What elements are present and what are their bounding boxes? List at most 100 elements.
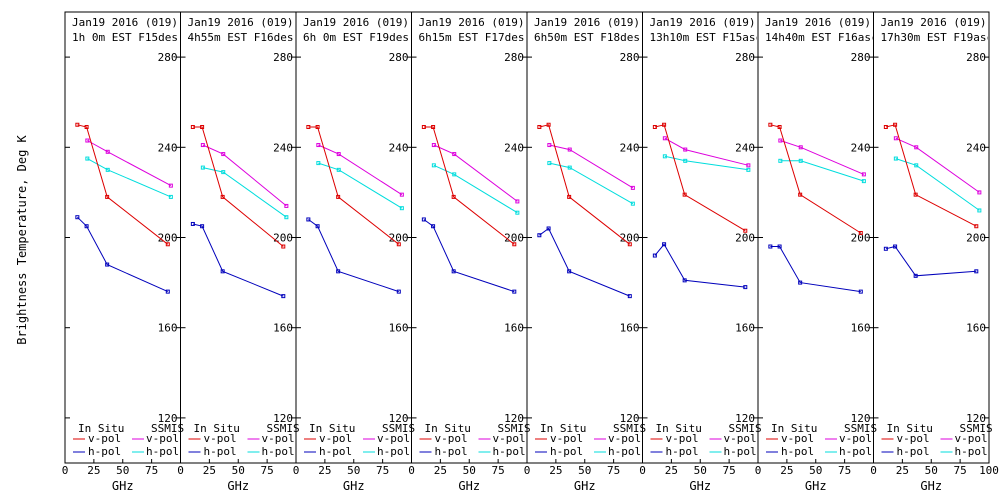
x-tick-label: 0 [62,464,69,477]
insitu-vpol-point [798,192,803,197]
y-tick-label: 160 [504,322,524,335]
y-tick-label: 200 [966,232,986,245]
insitu-vpol-point [974,224,979,229]
insitu-vpol-point [858,230,863,235]
x-axis-label: GHz [343,479,365,493]
insitu-hpol-point [84,224,89,229]
y-tick-label: 120 [504,412,524,425]
ssmis-hpol-point [336,167,341,172]
ssmis-hpol-point [200,165,205,170]
ssmis-hpol-line [87,158,172,198]
insitu-hpol-point [743,285,748,290]
insitu-hpol-point [105,262,110,267]
ssmis-vpol-line [780,140,865,175]
legend-insitu-hpol-label: h-pol [781,445,814,458]
ssmis-vpol-point [399,192,404,197]
insitu-hpol-point [200,224,205,229]
ssmis-hpol-line [895,158,980,211]
insitu-hpol-point [537,233,542,238]
insitu-hpol-point [220,269,225,274]
insitu-vpol-point [431,125,436,130]
panel-titles: Jan19 2016 (019) 6h 0m EST F19des [303,16,409,44]
y-tick-label: 280 [620,51,640,64]
x-tick-label: 0 [177,464,184,477]
insitu-hpol-line [770,246,861,293]
insitu-vpol-point [306,125,311,130]
ssmis-vpol-point [105,149,110,154]
y-tick-label: 120 [273,412,293,425]
ssmis-hpol-point [221,170,226,175]
ssmis-vpol-point [914,145,919,150]
insitu-hpol-line [192,223,284,297]
x-axis-label: GHz [458,479,480,493]
insitu-vpol-line [308,126,400,245]
ssmis-hpol-point [105,167,110,172]
x-axis-label: GHz [689,479,711,493]
insitu-vpol-point [200,125,205,130]
insitu-vpol-point [768,122,773,127]
x-tick-label: 0 [524,464,531,477]
insitu-vpol-point [75,122,80,127]
legend-insitu-hpol-label: h-pol [435,445,468,458]
x-axis-label: GHz [805,479,827,493]
x-tick-label: 50 [925,464,938,477]
panel-title-date: Jan19 2016 (019) [303,16,409,29]
x-tick-label: 50 [463,464,476,477]
x-tick-label: 75 [376,464,389,477]
insitu-hpol-point [913,273,918,278]
legend-ssmis-title: SSMIS [844,422,877,435]
y-tick-label: 240 [273,141,293,154]
x-tick-label: 75 [145,464,158,477]
legend-insitu-title: In Situ [656,422,702,435]
panel-titles: Jan19 2016 (019) 14h40m EST F16asc [765,16,873,44]
legend-insitu-hpol-label: h-pol [666,445,699,458]
ssmis-hpol-point [977,208,982,213]
y-tick-label: 120 [851,412,871,425]
x-tick-label: 25 [665,464,678,477]
x-tick-label: 75 [954,464,967,477]
insitu-hpol-line [77,216,169,293]
insitu-hpol-point [431,224,436,229]
panel-titles: Jan19 2016 (019) 13h10m EST F15asc [650,16,758,44]
x-tick-label: 75 [261,464,274,477]
insitu-vpol-line [77,124,169,245]
legend-ssmis-vpol-label: v-pol [377,432,410,445]
insitu-vpol-point [165,242,170,247]
insitu-vpol-line [885,124,977,227]
legend-ssmis-hpol-label: h-pol [262,445,295,458]
insitu-hpol-point [777,244,782,249]
y-tick-label: 160 [158,322,178,335]
legend-insitu-hpol-label: h-pol [319,445,352,458]
y-tick-label: 240 [158,141,178,154]
legend-ssmis-title: SSMIS [960,422,993,435]
legend-ssmis-hpol-label: h-pol [493,445,526,458]
insitu-hpol-point [546,226,551,231]
ssmis-vpol-point [746,163,751,168]
ssmis-hpol-line [664,155,749,171]
legend-insitu-vpol-label: v-pol [550,432,583,445]
panel-titles: Jan19 2016 (019) 4h55m EST F16des [188,16,294,44]
panel-title-time: 6h50m EST F18des [534,31,640,44]
panel-title-date: Jan19 2016 (019) [534,16,640,29]
panel-title-date: Jan19 2016 (019) [765,16,871,29]
ssmis-vpol-line [87,140,172,187]
ssmis-vpol-point [778,138,783,143]
legend-insitu-vpol-label: v-pol [781,432,814,445]
insitu-vpol-point [105,194,110,199]
legend-ssmis-vpol-label: v-pol [955,432,988,445]
ssmis-vpol-point [431,143,436,148]
y-tick-label: 160 [851,322,871,335]
legend-insitu-title: In Situ [771,422,817,435]
legend-insitu-hpol-label: h-pol [550,445,583,458]
panel-title-time: 6h15m EST F17des [419,31,525,44]
insitu-hpol-point [451,269,456,274]
ssmis-vpol-line [202,144,287,207]
legend-insitu-hpol-label: h-pol [204,445,237,458]
panels-group: Jan19 2016 (019) 1h 0m EST F15des 120 160 20… [62,11,999,493]
legend-insitu-title: In Situ [425,422,471,435]
